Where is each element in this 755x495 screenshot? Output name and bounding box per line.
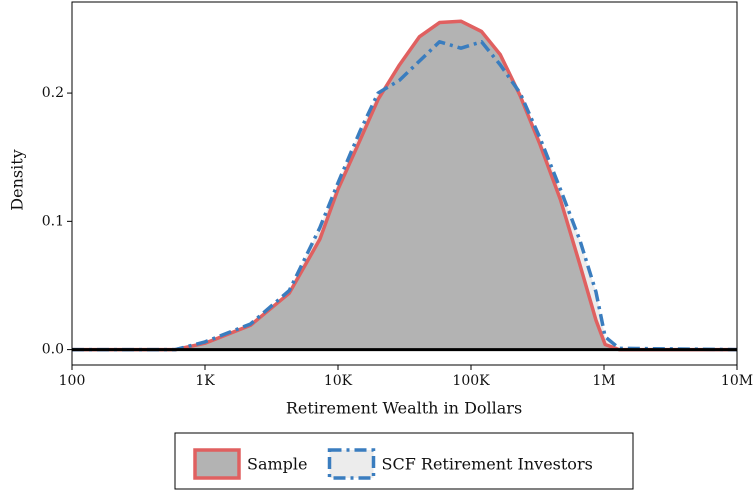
legend-swatch	[193, 448, 241, 480]
y-tick-label: 0.2	[42, 85, 64, 101]
x-tick-label: 1M	[592, 373, 615, 389]
density-line	[72, 19, 737, 352]
y-axis-label: Density	[8, 149, 27, 210]
y-tick-label: 0.1	[42, 213, 64, 229]
x-tick-label: 1K	[195, 373, 215, 389]
x-tick-label: 100K	[452, 373, 490, 389]
x-tick-label: 10K	[324, 373, 353, 389]
legend-swatch	[327, 448, 376, 480]
plot-frame	[71, 1, 738, 366]
legend-box	[174, 432, 634, 490]
density-line	[72, 40, 738, 352]
legend-label: Sample	[247, 455, 308, 474]
x-axis-label: Retirement Wealth in Dollars	[286, 399, 522, 418]
area-fill	[72, 21, 737, 350]
x-tick-label: 100	[59, 373, 86, 389]
y-tick-label: 0.0	[42, 342, 64, 358]
legend-label: SCF Retirement Investors	[382, 455, 593, 474]
x-tick-label: 10M	[721, 373, 753, 389]
